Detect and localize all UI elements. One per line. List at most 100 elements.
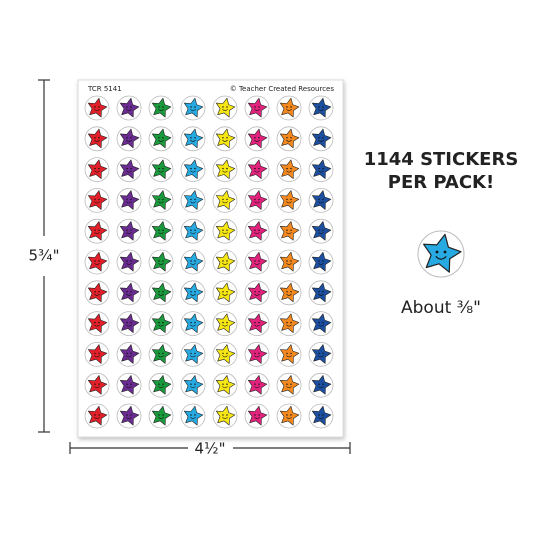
smile [254, 324, 260, 327]
star [248, 190, 268, 210]
smile [318, 293, 324, 296]
smile [190, 324, 196, 327]
smile [94, 108, 100, 111]
star [248, 313, 268, 334]
star [311, 344, 332, 364]
eye [226, 106, 228, 108]
height-label: 5¾" [29, 247, 60, 265]
star [216, 282, 236, 303]
eye [222, 383, 224, 385]
smile [318, 262, 324, 265]
eye [435, 250, 439, 254]
sample-sticker [417, 230, 465, 278]
star [184, 375, 204, 395]
eye [290, 352, 292, 355]
eye [222, 260, 224, 262]
eye [318, 198, 320, 201]
eye [226, 383, 228, 385]
smile [254, 355, 260, 358]
eye [126, 167, 128, 170]
star [88, 190, 108, 210]
eye [258, 229, 260, 231]
eye [322, 291, 324, 293]
smile [158, 293, 164, 296]
eye [94, 137, 96, 139]
eye [158, 137, 160, 139]
eye [98, 229, 100, 231]
star [279, 375, 300, 395]
smile [190, 293, 196, 296]
eye [98, 137, 100, 139]
smile [286, 386, 292, 389]
smile [286, 262, 292, 265]
eye [158, 352, 160, 355]
eye [286, 352, 288, 355]
eye [226, 291, 228, 293]
smile [126, 232, 132, 235]
eye [94, 167, 96, 170]
smile [158, 262, 164, 265]
eye [318, 229, 320, 231]
sheet-code: TCR 5141 [87, 85, 122, 93]
eye [158, 383, 160, 385]
star [216, 313, 236, 334]
star [88, 405, 108, 426]
smile [254, 262, 260, 265]
eye [162, 352, 164, 355]
eye [318, 137, 320, 139]
height-dimension [38, 79, 50, 433]
eye [126, 414, 128, 416]
star [120, 375, 140, 395]
eye [194, 291, 196, 293]
eye [194, 106, 196, 108]
eye [258, 414, 260, 416]
smile [158, 232, 164, 235]
smile [94, 232, 100, 235]
eye [322, 321, 324, 324]
eye [226, 229, 228, 231]
eye [258, 137, 260, 139]
eye [286, 383, 288, 385]
star [311, 375, 332, 395]
eye [258, 383, 260, 385]
eye [286, 198, 288, 201]
star [311, 251, 332, 272]
star [152, 313, 172, 334]
star [88, 375, 108, 395]
smile [158, 108, 164, 111]
smile [286, 201, 292, 204]
smile [254, 386, 260, 389]
star [216, 405, 236, 426]
smile [94, 355, 100, 358]
smile [126, 108, 132, 111]
eye [190, 383, 192, 385]
eye [254, 352, 256, 355]
star [184, 97, 204, 118]
eye [130, 352, 132, 355]
eye [290, 291, 292, 293]
eye [286, 291, 288, 293]
smile [318, 355, 324, 358]
star [88, 251, 108, 272]
smile [126, 170, 132, 173]
star [248, 251, 268, 272]
smile [318, 232, 324, 235]
star [311, 405, 332, 426]
eye [254, 321, 256, 324]
eye [318, 291, 320, 293]
eye [190, 229, 192, 231]
eye [254, 383, 256, 385]
star [216, 375, 236, 395]
smile [286, 293, 292, 296]
star [311, 221, 332, 241]
smile [222, 293, 228, 296]
smile [254, 293, 260, 296]
star [216, 221, 236, 241]
smile [254, 232, 260, 235]
star [152, 190, 172, 210]
eye [158, 198, 160, 201]
star [279, 97, 300, 118]
eye [190, 321, 192, 324]
star [279, 128, 300, 149]
star [152, 405, 172, 426]
